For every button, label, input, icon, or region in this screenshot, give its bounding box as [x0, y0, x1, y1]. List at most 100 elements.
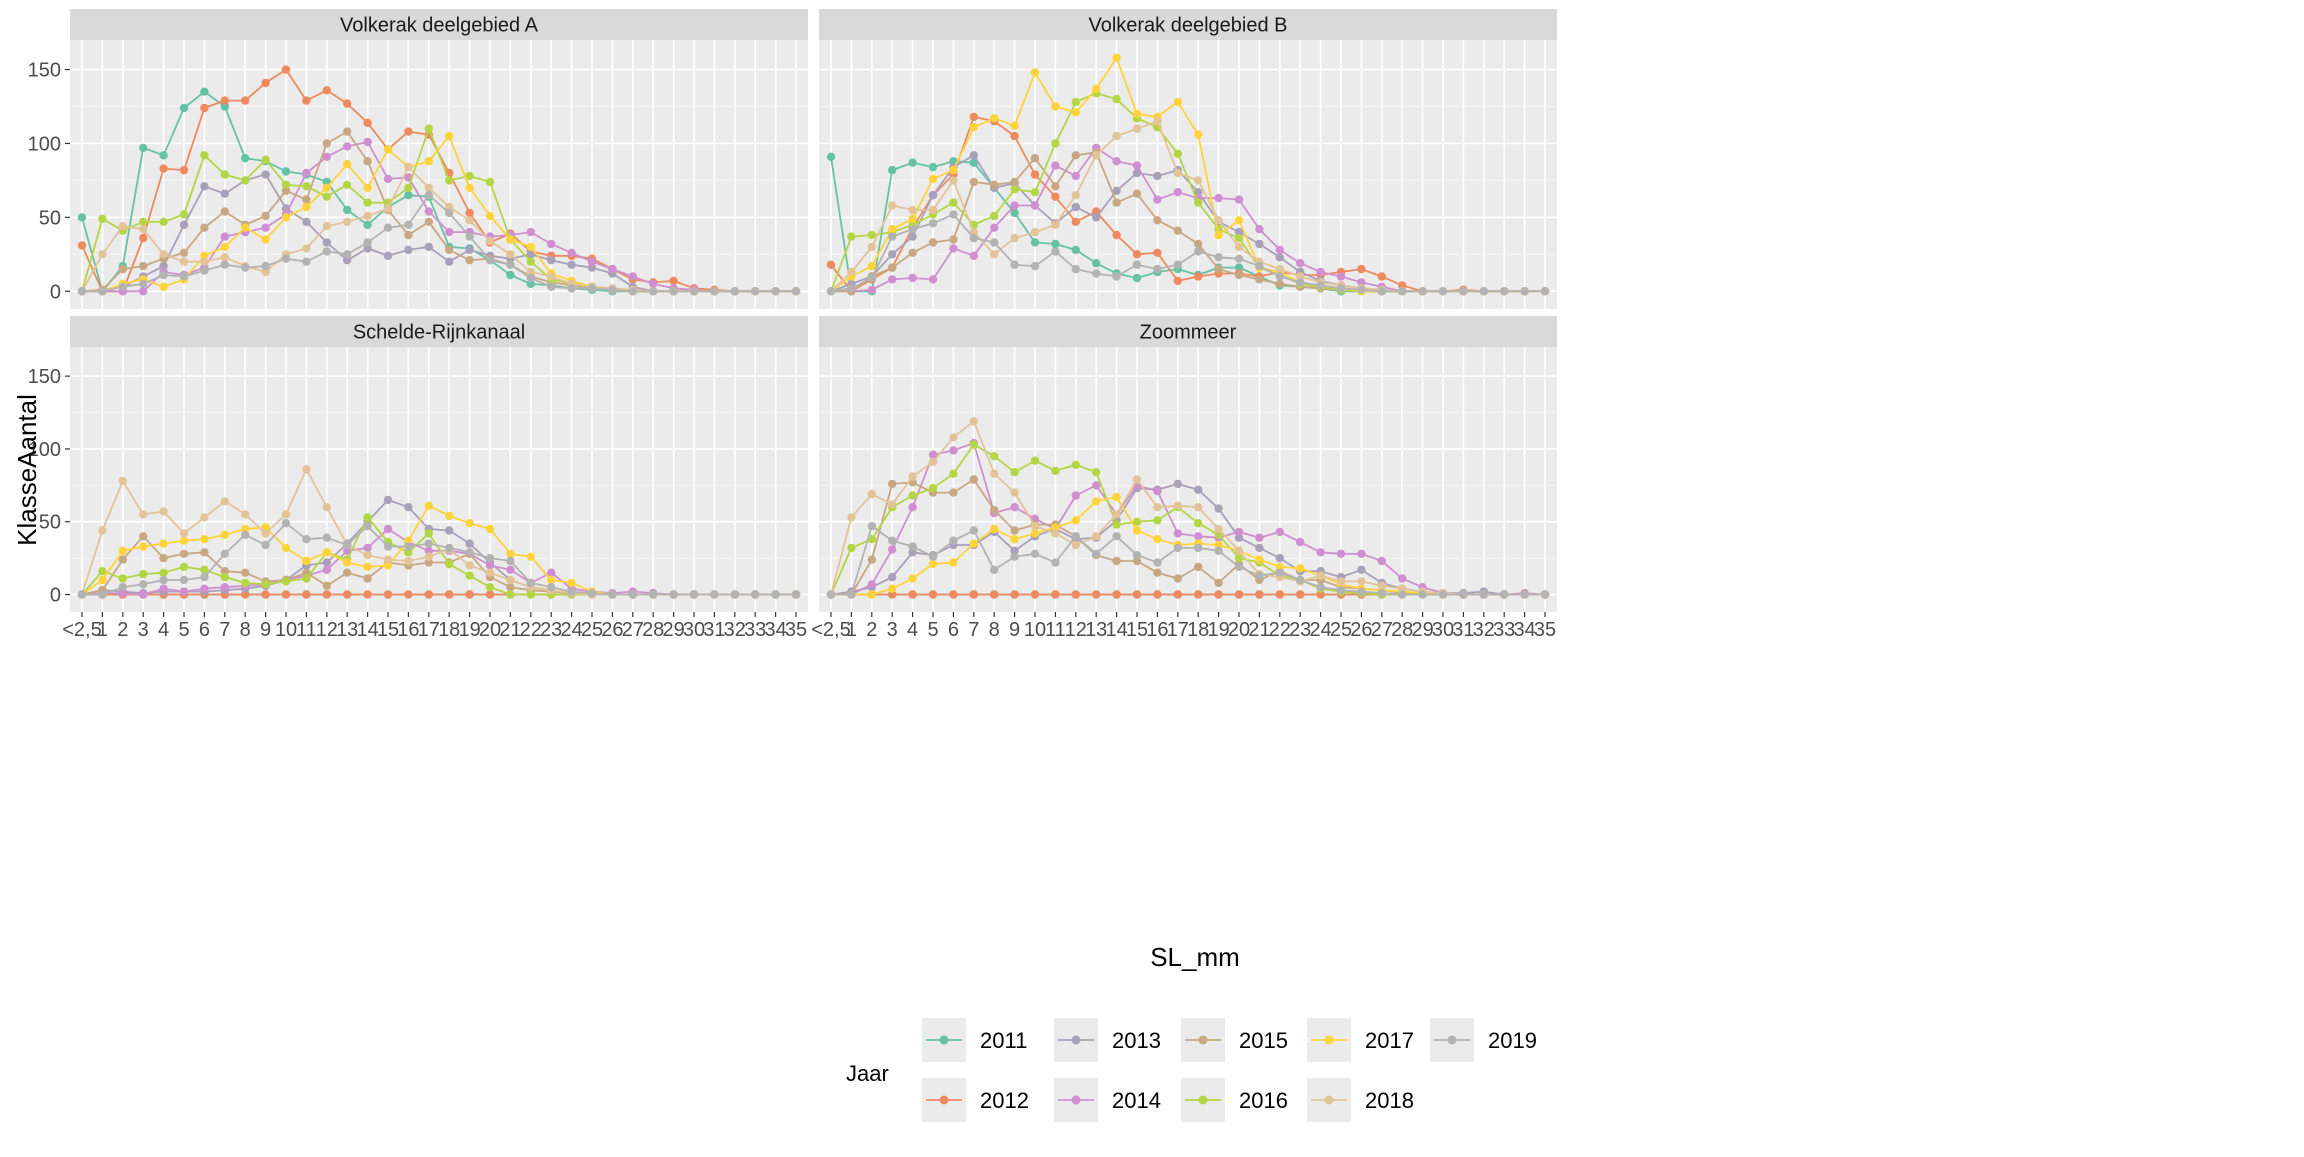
- data-point: [1132, 124, 1142, 133]
- data-point: [1153, 568, 1162, 577]
- data-point: [1010, 208, 1019, 218]
- data-point: [241, 263, 250, 272]
- data-point: [1357, 549, 1366, 558]
- data-point: [1010, 185, 1019, 194]
- data-point: [1173, 501, 1183, 510]
- legend-item-2016: 2016: [1181, 1078, 1288, 1122]
- data-point: [159, 164, 168, 173]
- data-point: [867, 273, 876, 283]
- data-point: [547, 272, 556, 281]
- data-point: [1132, 551, 1142, 560]
- legend-key-point: [1447, 1035, 1457, 1045]
- data-point: [949, 488, 958, 497]
- legend-item-2019: 2019: [1430, 1018, 1537, 1062]
- legend-key-point: [939, 1035, 949, 1045]
- data-point: [1296, 575, 1305, 585]
- panel-volkerak-deelgebied-b: Volkerak deelgebied B: [819, 9, 1557, 309]
- data-point: [1112, 510, 1121, 519]
- legend-label: 2015: [1239, 1028, 1288, 1053]
- data-point: [1316, 583, 1325, 592]
- data-point: [383, 561, 393, 570]
- data-point: [139, 287, 148, 296]
- x-tick-label: 20: [1228, 619, 1250, 641]
- plot-background: [70, 347, 808, 612]
- data-point: [1316, 281, 1325, 290]
- data-point: [261, 590, 270, 599]
- data-point: [990, 565, 999, 574]
- data-point: [261, 155, 270, 164]
- data-point: [1296, 564, 1305, 573]
- data-point: [1153, 171, 1162, 181]
- data-point: [1398, 590, 1407, 599]
- data-point: [1071, 202, 1081, 212]
- data-point: [220, 497, 229, 506]
- series-2019: [77, 519, 801, 599]
- data-point: [343, 590, 352, 599]
- data-point: [404, 220, 413, 229]
- data-point: [1010, 503, 1019, 512]
- data-point: [1275, 272, 1285, 281]
- data-point: [1438, 287, 1448, 296]
- legend-item-2018: 2018: [1307, 1078, 1414, 1122]
- data-point: [1112, 590, 1121, 599]
- data-point: [908, 214, 917, 223]
- data-point: [888, 545, 897, 554]
- x-tick-label: 10: [1024, 619, 1046, 641]
- data-point: [608, 285, 617, 294]
- data-point: [1112, 520, 1121, 529]
- data-point: [847, 267, 856, 277]
- data-point: [1479, 287, 1489, 296]
- data-point: [322, 565, 331, 574]
- data-point: [281, 510, 291, 519]
- data-point: [791, 287, 801, 296]
- data-point: [1132, 250, 1142, 259]
- data-point: [1194, 503, 1203, 512]
- data-point: [649, 279, 658, 289]
- data-point: [567, 587, 576, 596]
- data-point: [404, 162, 413, 172]
- data-point: [159, 282, 168, 291]
- data-point: [928, 484, 938, 493]
- x-tick-label: 7: [968, 619, 979, 641]
- data-point: [445, 202, 454, 212]
- data-point: [1132, 168, 1142, 178]
- data-point: [1112, 94, 1121, 104]
- data-point: [506, 260, 515, 269]
- data-point: [1234, 233, 1244, 243]
- data-point: [139, 279, 148, 289]
- data-point: [1112, 492, 1121, 502]
- x-tick-label: 27: [1371, 619, 1393, 641]
- data-point: [322, 152, 331, 161]
- data-point: [1153, 248, 1162, 257]
- data-point: [281, 254, 291, 263]
- data-point: [928, 219, 938, 228]
- data-point: [908, 491, 917, 500]
- data-point: [1092, 259, 1101, 268]
- data-point: [526, 250, 535, 259]
- data-point: [1398, 584, 1407, 593]
- data-point: [343, 160, 352, 169]
- data-point: [969, 158, 978, 167]
- x-tick-label: 24: [1309, 619, 1331, 641]
- x-tick-label: 22: [520, 619, 542, 641]
- data-point: [139, 217, 148, 226]
- x-tick-label: 23: [1289, 619, 1311, 641]
- data-point: [888, 590, 897, 599]
- data-point: [1275, 590, 1285, 599]
- data-point: [261, 580, 270, 589]
- data-point: [302, 96, 311, 105]
- data-point: [1112, 131, 1121, 141]
- x-tick-label: 6: [199, 619, 210, 641]
- data-point: [1194, 590, 1203, 599]
- data-point: [526, 578, 535, 588]
- data-point: [1479, 590, 1489, 599]
- data-point: [220, 572, 229, 582]
- data-point: [969, 233, 978, 243]
- data-point: [867, 285, 876, 294]
- data-point: [1051, 220, 1060, 229]
- x-tick-label: 18: [438, 619, 460, 641]
- data-point: [867, 489, 876, 499]
- data-point: [343, 256, 352, 265]
- data-point: [1255, 239, 1264, 249]
